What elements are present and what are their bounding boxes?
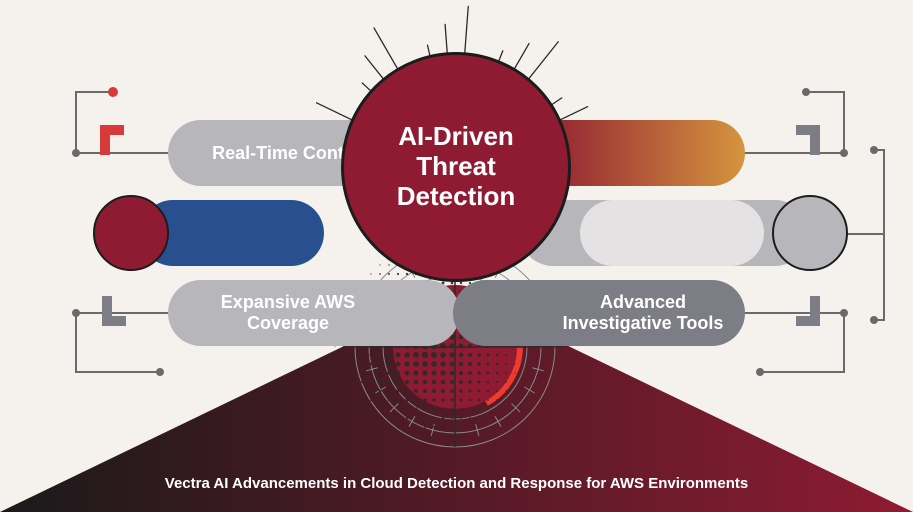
center-title: AI-Driven Threat Detection (344, 122, 568, 212)
pill-expansive-aws: Expansive AWS Coverage (168, 280, 460, 346)
l-glyph-top-left-icon (100, 125, 144, 155)
pill-advanced-tools: Advanced Investigative Tools (453, 280, 745, 346)
center-hero-circle: AI-Driven Threat Detection (341, 52, 571, 282)
left-circle-icon (93, 195, 169, 271)
pill-mid-right (580, 200, 764, 266)
footer-caption: Vectra AI Advancements in Cloud Detectio… (0, 475, 913, 492)
l-glyph-bottom-left-icon (102, 296, 146, 326)
infographic-stage: Real-Time Context Expansive AWS Coverage… (0, 0, 913, 512)
l-glyph-top-right-icon (776, 125, 820, 155)
pill-label: Expansive AWS Coverage (198, 292, 378, 333)
right-circle-icon (772, 195, 848, 271)
l-glyph-bottom-right-icon (776, 296, 820, 326)
pill-label: Advanced Investigative Tools (553, 292, 733, 333)
